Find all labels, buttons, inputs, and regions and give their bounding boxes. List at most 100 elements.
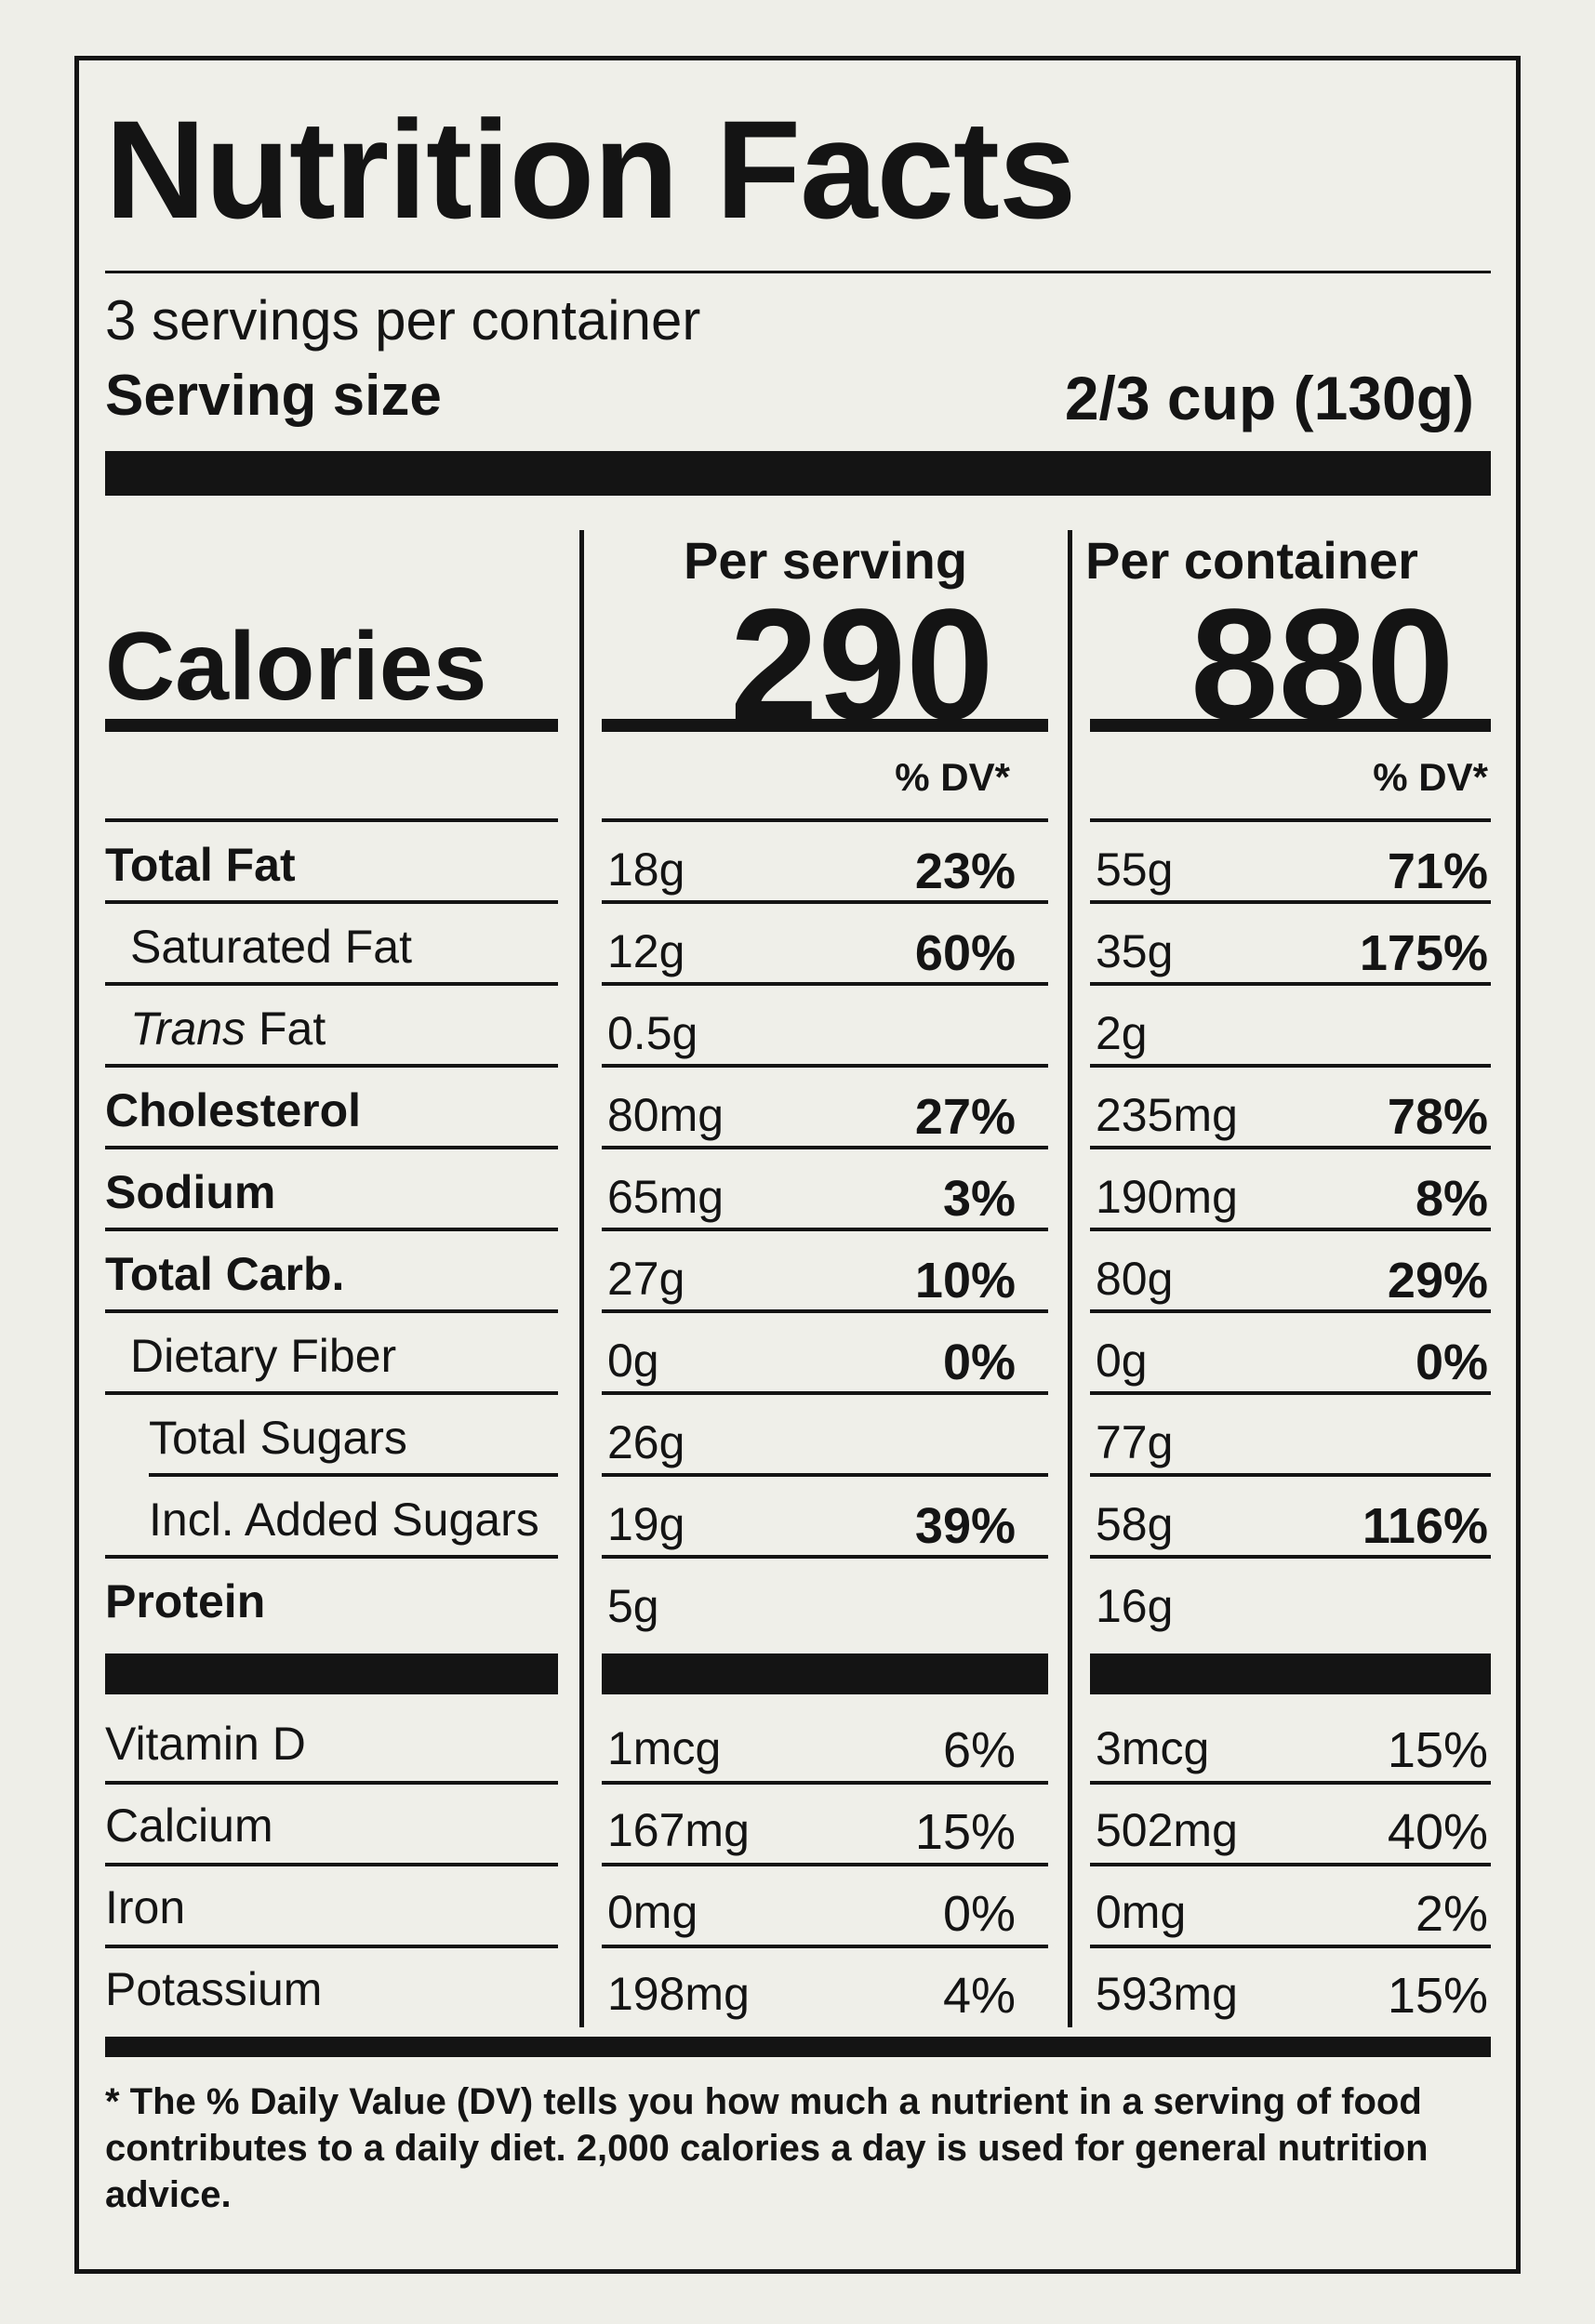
serving-amount: 1mcg [607,1722,722,1774]
row-divider [1090,1863,1491,1866]
serving-amount: 167mg [607,1804,750,1856]
container-amount: 235mg [1096,1089,1238,1141]
row-divider [105,1064,558,1068]
serving-dv: 27% [914,1089,1016,1145]
serving-amount: 19g [607,1498,685,1550]
row-divider [602,900,1048,904]
row-divider [105,1309,558,1313]
row-divider [105,982,558,986]
serving-dv: 4% [942,1968,1016,2024]
row-divider [1090,1146,1491,1149]
row-divider [105,1555,558,1559]
thick-divider-vitamins-container [1090,1653,1491,1694]
vitamin-name: Calcium [105,1799,273,1852]
serving-amount: 80mg [607,1089,724,1141]
container-dv: 8% [1415,1171,1488,1227]
per-serving-heading: Per serving [684,531,968,590]
row-divider [1090,1473,1491,1477]
container-amount: 77g [1096,1416,1174,1468]
container-dv: 175% [1359,925,1488,981]
serving-dv: 10% [914,1253,1016,1308]
row-divider [149,1473,558,1477]
thick-divider-vitamins-serving [602,1653,1048,1694]
calories-divider-container [1090,719,1491,732]
nutrient-name: Cholesterol [105,1084,362,1136]
container-amount: 58g [1096,1498,1174,1550]
row-divider [1090,900,1491,904]
serving-dv: 39% [914,1498,1016,1554]
nutrient-name: Total Fat [105,839,296,891]
row-divider [105,1228,558,1231]
thick-divider-vitamins-name [105,1653,558,1694]
serving-amount: 27g [607,1253,685,1305]
row-divider [602,1146,1048,1149]
servings-per-container: 3 servings per container [105,289,701,352]
serving-amount: 65mg [607,1171,724,1223]
column-separator-container [1068,530,1072,2027]
vitamin-name: Vitamin D [105,1718,306,1770]
serving-dv: 3% [942,1171,1016,1227]
nutrient-name: Dietary Fiber [130,1330,397,1382]
row-divider [602,1555,1048,1559]
vitamin-name: Iron [105,1881,186,1933]
row-divider [1090,1391,1491,1395]
thick-divider-footnote [105,2037,1491,2057]
container-dv: 116% [1362,1498,1488,1554]
row-divider [602,982,1048,986]
row-divider [602,1863,1048,1866]
row-divider [105,1945,558,1948]
row-divider [602,1473,1048,1477]
container-amount: 80g [1096,1253,1174,1305]
vitamin-name: Potassium [105,1963,323,2015]
container-amount: 2g [1096,1007,1148,1059]
row-divider [602,1064,1048,1068]
row-divider [602,1391,1048,1395]
per-container-heading: Per container [1085,531,1418,590]
container-dv: 2% [1415,1886,1488,1942]
serving-amount: 18g [607,843,685,896]
row-divider [1090,818,1491,822]
serving-size-value: 2/3 cup (130g) [1064,364,1474,432]
serving-dv: 0% [942,1886,1016,1942]
container-dv: 29% [1387,1253,1488,1308]
row-divider [105,1781,558,1785]
row-divider [1090,1228,1491,1231]
calories-per-container: 880 [1190,577,1455,753]
nutrition-facts-label: Nutrition Facts 3 servings per container… [74,56,1521,2274]
container-dv: 78% [1387,1089,1488,1145]
serving-dv: 60% [914,925,1016,981]
row-divider [602,1945,1048,1948]
footnote: * The % Daily Value (DV) tells you how m… [105,2081,1429,2215]
nutrient-name: Incl. Added Sugars [149,1494,539,1546]
container-dv: 0% [1415,1335,1488,1390]
nutrient-name: Saturated Fat [130,921,412,973]
serving-amount: 0g [607,1335,659,1387]
serving-amount: 0mg [607,1886,698,1938]
row-divider [1090,1064,1491,1068]
row-divider [1090,1555,1491,1559]
column-separator-serving [579,530,584,2027]
row-divider [105,1863,558,1866]
container-amount: 190mg [1096,1171,1238,1223]
row-divider [602,818,1048,822]
row-divider [1090,1309,1491,1313]
serving-dv: 0% [942,1335,1016,1390]
nutrient-name: Trans Fat [130,1005,326,1052]
serving-amount: 5g [607,1580,659,1632]
calories-divider-serving [602,719,1048,732]
serving-amount: 26g [607,1416,685,1468]
serving-amount: 12g [607,925,685,977]
row-divider [602,1228,1048,1231]
serving-dv: 6% [942,1722,1016,1778]
row-divider [602,1309,1048,1313]
nutrient-name: Total Carb. [105,1248,345,1300]
dv-heading-serving: % DV* [895,755,1010,799]
nutrient-name: Protein [105,1575,266,1627]
container-amount: 16g [1096,1580,1174,1632]
row-divider [105,818,558,822]
row-divider [105,1146,558,1149]
serving-dv: 15% [914,1804,1016,1860]
row-divider [1090,1781,1491,1785]
container-amount: 0g [1096,1335,1148,1387]
thick-divider-top [105,451,1491,496]
